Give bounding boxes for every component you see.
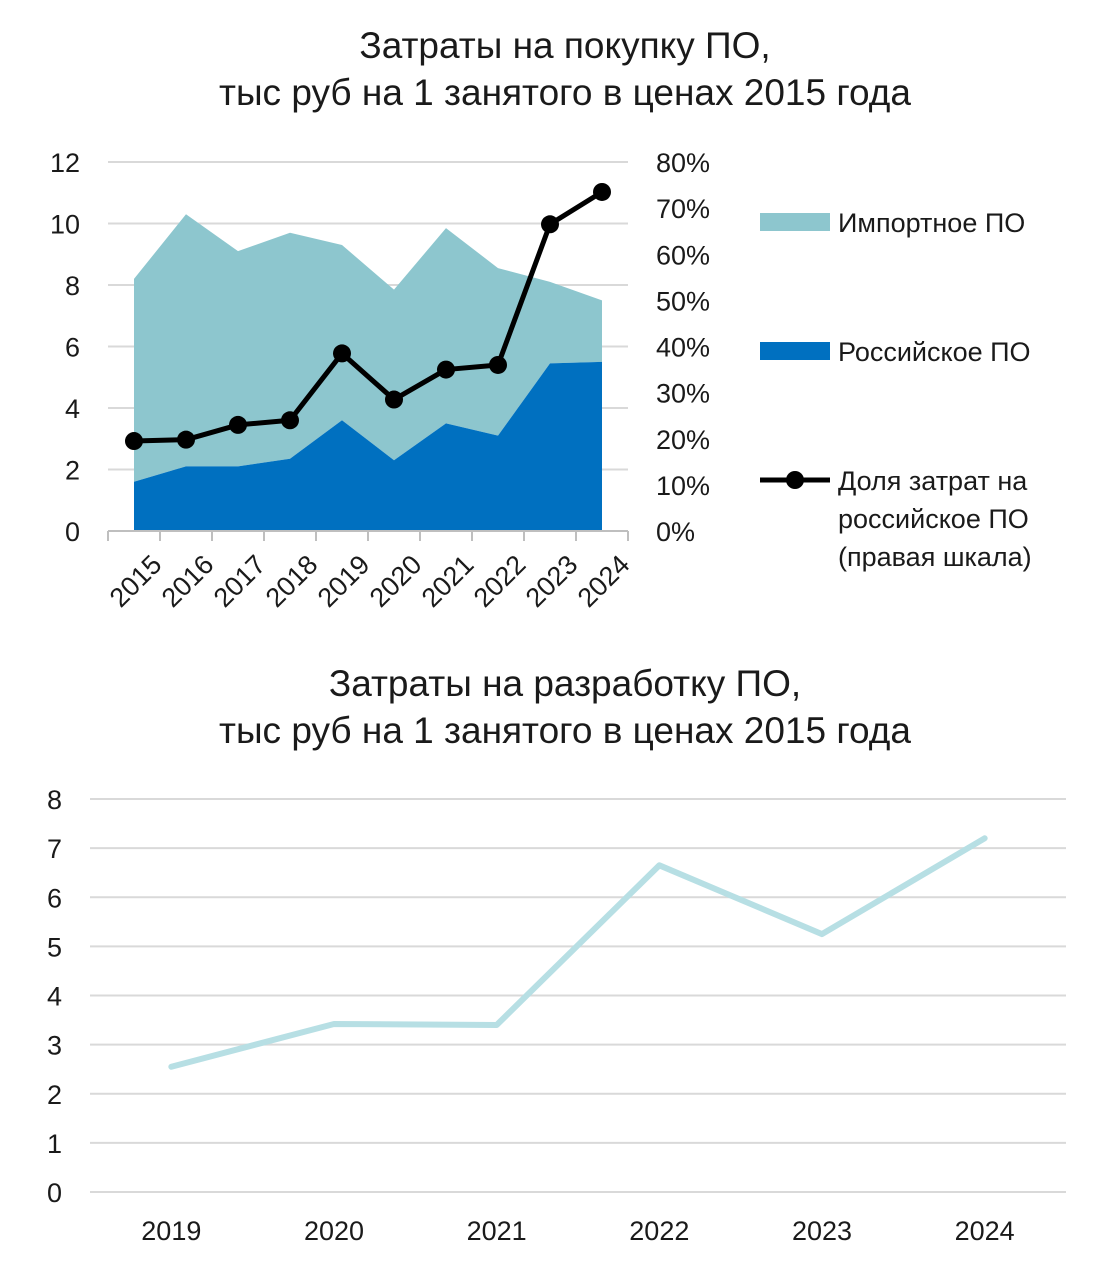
- chart2-point: [984, 837, 986, 839]
- chart1-share-point: [333, 344, 351, 363]
- chart2-x-tick-label: 2020: [304, 1216, 364, 1246]
- chart2-point: [658, 864, 660, 866]
- chart1-left-tick-label: 0: [65, 517, 80, 547]
- chart2-y-tick-label: 5: [47, 932, 62, 962]
- chart1-share-line: [125, 182, 611, 451]
- chart1-legend-marker-share: [786, 471, 804, 489]
- chart1-area-imported: [134, 214, 602, 482]
- chart2-title-line1: Затраты на разработку ПО,: [328, 663, 802, 704]
- chart2-y-tick-label: 3: [47, 1031, 62, 1061]
- chart1-left-tick-label: 4: [65, 394, 80, 424]
- chart1-share-point: [125, 432, 143, 451]
- chart1-legend-label-share-line: (правая шкала): [838, 542, 1032, 572]
- chart1-right-ticks: 0% 10% 20% 30% 40% 50% 60% 70% 80%: [656, 148, 710, 547]
- chart2-point: [170, 1066, 172, 1068]
- chart1-title-line2: тыс руб на 1 занятого в ценах 2015 года: [219, 72, 911, 113]
- chart1-left-tick-label: 6: [65, 333, 80, 363]
- chart1-right-tick-label: 0%: [656, 517, 695, 547]
- chart2-point: [333, 1023, 335, 1025]
- chart2-y-tick-label: 7: [47, 834, 62, 864]
- chart1-legend-label-imported: Импортное ПО: [838, 208, 1025, 238]
- chart1-area-russian: [134, 361, 602, 531]
- chart2-y-tick-label: 6: [47, 883, 62, 913]
- chart1-left-tick-label: 8: [65, 271, 80, 301]
- chart2-x-tick-label: 2023: [792, 1216, 852, 1246]
- chart1-legend-label-share-line: Доля затрат на: [838, 466, 1028, 496]
- chart2-x-tick-label: 2021: [467, 1216, 527, 1246]
- chart1-legend-label-russian: Российское ПО: [838, 337, 1031, 367]
- chart1-left-tick-label: 2: [65, 456, 80, 486]
- chart2-y-tick-label: 4: [47, 982, 62, 1012]
- chart1-legend: Импортное ПО Российское ПО Доля затрат на р…: [760, 208, 1032, 572]
- chart1-right-tick-label: 50%: [656, 286, 710, 316]
- chart1-axis: [107, 530, 629, 541]
- chart1-share-point: [281, 411, 299, 430]
- chart2-y-tick-label: 2: [47, 1080, 62, 1110]
- chart1-left-tick-label: 10: [50, 210, 80, 240]
- chart1-share-polyline: [133, 189, 604, 444]
- chart1-right-tick-label: 10%: [656, 471, 710, 501]
- chart2-x-tick-label: 2019: [141, 1216, 201, 1246]
- chart2-title: Затраты на разработку ПО, тыс руб на 1 з…: [15, 660, 1100, 754]
- chart1-right-tick-label: 80%: [656, 148, 710, 178]
- chart1-title: Затраты на покупку ПО, тыс руб на 1 заня…: [15, 22, 1100, 116]
- chart2-gridlines: [90, 798, 1066, 1193]
- chart2-x-ticks: 2019 2020 2021 2022 2023 2024: [141, 1216, 1014, 1246]
- chart1-title-line1: Затраты на покупку ПО,: [359, 25, 771, 66]
- chart1-share-point: [177, 430, 195, 449]
- chart1-legend-swatch-imported: [760, 213, 830, 231]
- chart2-y-tick-label: 1: [47, 1129, 62, 1159]
- chart1-right-tick-label: 30%: [656, 379, 710, 409]
- chart1-left-ticks: 0 2 4 6 8 10 12: [50, 148, 80, 547]
- chart1-right-tick-label: 60%: [656, 240, 710, 270]
- chart2-point: [496, 1024, 498, 1026]
- chart1-share-point: [489, 355, 507, 374]
- chart1-share-point: [437, 360, 455, 379]
- chart2-x-tick-label: 2022: [629, 1216, 689, 1246]
- chart1-share-point: [541, 215, 559, 234]
- chart1-areas: [134, 214, 602, 531]
- chart2-point: [821, 933, 823, 935]
- chart1-legend-label-share-line: российское ПО: [838, 504, 1029, 534]
- chart1-svg: 0 2 4 6 8 10 12 0% 10% 20% 30% 40% 50% 60% 70% 80% 2 0 1…: [50, 148, 1032, 613]
- chart1-share-point: [229, 415, 247, 434]
- chart2-y-ticks: 0 1 2 3 4 5 6 7 8: [47, 785, 62, 1208]
- chart1-legend-swatch-russian: [760, 342, 830, 360]
- chart1-right-tick-label: 40%: [656, 333, 710, 363]
- chart1-right-tick-label: 20%: [656, 425, 710, 455]
- chart2-polyline: [168, 835, 988, 1070]
- chart1-left-tick-label: 12: [50, 148, 80, 178]
- chart2-x-tick-label: 2024: [955, 1216, 1015, 1246]
- chart1-share-point: [385, 390, 403, 409]
- chart1-share-point: [593, 182, 611, 201]
- chart2-line: [168, 835, 988, 1070]
- chart2-title-line2: тыс руб на 1 занятого в ценах 2015 года: [219, 710, 911, 751]
- chart1-right-tick-label: 70%: [656, 194, 710, 224]
- chart2-y-tick-label: 0: [47, 1178, 62, 1208]
- chart2-y-tick-label: 8: [47, 785, 62, 815]
